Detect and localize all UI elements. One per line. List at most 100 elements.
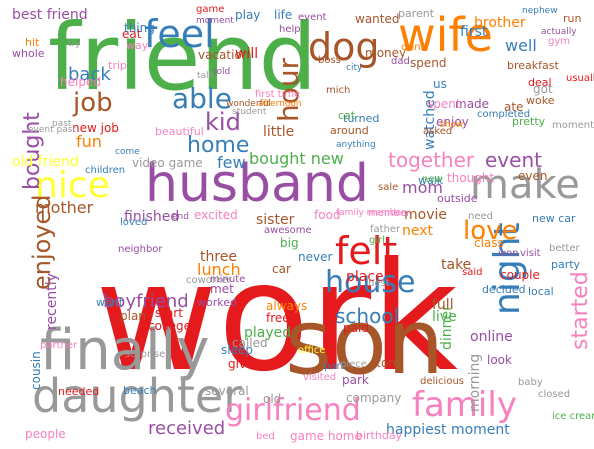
word-old: old [263,392,282,406]
word-lunch: lunch [197,260,241,279]
word-closed: closed [538,389,571,400]
word-ate: ate [504,100,524,114]
word-money: money [365,46,407,60]
word-anything: anything [336,140,376,150]
word-movie: movie [404,207,447,223]
word-new-car: new car [532,212,576,225]
word-mom: mom [402,178,443,197]
word-part: part [324,361,345,372]
word-work: work [95,231,458,405]
word-always: always [266,299,308,313]
word-girlfriend: girlfriend [225,393,361,428]
word-old-friend: old friend [12,154,79,170]
word-baby: baby [518,377,543,388]
word-family: family [412,385,517,425]
word-loved: loved [120,217,148,228]
word-next: next [402,223,434,239]
word-start: start [155,306,183,320]
word-help: help [279,24,301,35]
word-sale: sale [378,182,399,193]
word-gym: gym [548,36,571,47]
word-student: student [232,107,267,117]
word-visited: visited [303,372,337,383]
word-first: first [460,24,488,40]
word-made: made [455,97,490,111]
word-turned: turned [343,112,380,125]
word-breakfast: breakfast [507,59,559,72]
word-mother: mother [35,198,94,217]
word-never: never [298,250,333,264]
word-brother: brother [474,15,526,31]
word-mich: mich [326,85,351,96]
word-dog: dog [308,25,380,69]
word-helped: helped [60,75,101,89]
word-birthday: birthday [356,429,403,442]
word-paid: paid [343,321,369,335]
word-needed: needed [58,385,100,398]
word-even: even [518,169,548,183]
word-job: job [73,88,113,118]
word-drink: drink [401,42,427,53]
word-actually: actually [541,27,577,37]
word-talk: talk [197,71,214,81]
word-event-past: event past [28,125,76,135]
word-family-member: family member [336,208,405,218]
word-son: son [285,290,444,395]
word-want: want [96,296,124,309]
word-sleep: sleep [221,343,253,357]
word-few: few [217,153,246,172]
word-daughter: daughter [32,369,243,423]
word-recently: recently [44,273,60,330]
word-finished: finished [124,209,180,225]
word-place: place [346,269,384,285]
word-boyfriend: boyfriend [103,291,189,312]
word-plan: plan [120,309,146,323]
word-moment-life: moment life [552,120,594,131]
word-free: free [266,311,290,325]
word-big: big [280,236,299,250]
word-met: met [210,282,234,296]
word-started: started [568,271,593,350]
word-people: people [25,427,66,441]
word-surprised: surprised [125,349,172,360]
word-bed: bed [256,431,275,442]
word-visit: visit [520,248,541,259]
word-try: try [68,39,81,49]
word-new: new [422,174,443,185]
word-park: park [342,373,369,387]
word-need: need [468,211,493,222]
word-moment: moment [196,16,234,26]
word-full: full [432,297,454,313]
word-spent: spent [427,97,461,111]
word-father: father [370,224,401,235]
word-finally: finally [40,318,210,383]
word-awesome: awesome [264,225,312,236]
word-new-job: new job [72,121,119,135]
word-best-friend: best friend [12,7,88,23]
word-come: come [115,147,140,157]
word-event: event [485,148,542,172]
word-fun: fun [76,132,102,151]
word-house: house [325,265,416,300]
word-better: better [549,243,580,254]
word-game-home: game home [290,429,362,443]
word-thought: thought [447,171,495,185]
word-best: best [368,278,390,289]
word-food: food [314,208,341,222]
word-back: back [68,64,111,85]
word-minute: minute [210,274,246,285]
word-eat: eat [122,27,142,41]
word-morning: morning [467,353,483,412]
word-company: company [346,391,402,405]
word-wife: wife [398,8,493,62]
word-nice: nice [35,165,110,206]
word-feel: feel [144,12,215,56]
word-video-game: video game [132,156,203,170]
word-said: said [462,267,483,278]
word-dad: dad [391,56,410,67]
word-class: class [474,236,504,250]
word-online: online [470,329,513,345]
word-parent: parent [398,7,435,20]
word-woke: woke [526,94,555,107]
word-got: got [533,82,553,96]
